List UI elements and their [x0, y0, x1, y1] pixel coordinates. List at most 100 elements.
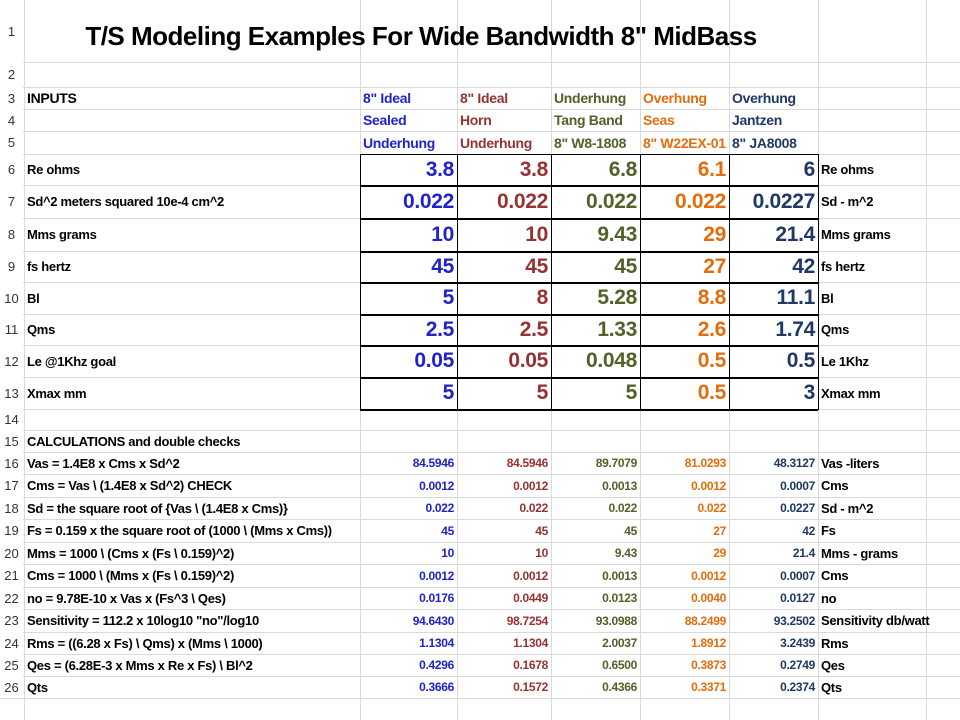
calc-value-cell[interactable]: 0.0012	[419, 568, 454, 583]
calc-value-cell[interactable]: 1.1304	[419, 636, 454, 650]
calc-value-cell[interactable]: 45	[624, 523, 637, 538]
calc-value-cell[interactable]: 0.0007	[780, 478, 815, 493]
calc-value-cell[interactable]: 0.0013	[602, 478, 637, 493]
input-value-cell[interactable]: 3.8	[519, 157, 549, 181]
calc-value-cell[interactable]: 0.0012	[419, 478, 454, 493]
input-value-cell[interactable]: 5	[536, 381, 549, 404]
calc-value-cell[interactable]: 0.0012	[513, 478, 548, 493]
calc-value-cell[interactable]: 0.0176	[419, 591, 454, 605]
input-value-cell[interactable]: 6.1	[697, 157, 727, 181]
input-value-cell[interactable]: 2.6	[697, 317, 727, 341]
calc-value-cell[interactable]: 0.4366	[602, 680, 637, 694]
calc-value-cell[interactable]: 0.0123	[602, 591, 637, 605]
calc-value-cell[interactable]: 0.022	[608, 501, 637, 515]
calc-value-cell[interactable]: 45	[535, 523, 548, 538]
input-value-cell[interactable]: 0.022	[496, 189, 548, 213]
calc-value-cell[interactable]: 0.1678	[513, 658, 548, 672]
calc-value-cell[interactable]: 45	[441, 523, 454, 538]
calc-value-cell[interactable]: 0.3371	[691, 680, 726, 694]
input-value-cell[interactable]: 45	[431, 254, 454, 278]
calc-value-cell[interactable]: 9.43	[614, 546, 637, 560]
input-value-cell[interactable]: 8	[536, 286, 549, 309]
input-value-cell[interactable]: 0.022	[674, 189, 726, 213]
input-value-cell[interactable]: 5	[442, 286, 455, 309]
calc-value-cell[interactable]: 0.1572	[513, 680, 548, 694]
calc-value-cell[interactable]: 84.5946	[506, 456, 549, 470]
input-value-cell[interactable]: 11.1	[776, 286, 815, 309]
calc-value-cell[interactable]: 0.4296	[419, 658, 454, 672]
input-value-cell[interactable]: 3	[803, 381, 816, 404]
calc-value-cell[interactable]: 0.0007	[780, 568, 815, 583]
input-value-cell[interactable]: 29	[703, 222, 726, 246]
input-value-cell[interactable]: 0.05	[508, 349, 548, 372]
calc-value-cell[interactable]: 84.5946	[412, 456, 455, 470]
input-value-cell[interactable]: 1.33	[597, 317, 637, 341]
input-value-cell[interactable]: 0.0227	[752, 189, 816, 213]
calc-value-cell[interactable]: 93.2502	[773, 613, 816, 628]
input-value-cell[interactable]: 42	[792, 254, 815, 278]
calc-value-cell[interactable]: 0.0012	[691, 478, 726, 493]
gridline-row	[0, 430, 960, 431]
calc-value-cell[interactable]: 0.0040	[691, 591, 726, 605]
calc-value-cell[interactable]: 93.0988	[595, 613, 638, 628]
unit-label: Fs	[821, 523, 836, 538]
calc-value-cell[interactable]: 0.0449	[513, 591, 548, 605]
input-value-cell[interactable]: 45	[614, 254, 637, 278]
input-value-cell[interactable]: 0.05	[414, 349, 454, 372]
calc-value-cell[interactable]: 2.0037	[602, 636, 637, 650]
calc-value-cell[interactable]: 98.7254	[506, 613, 549, 628]
calc-value-cell[interactable]: 0.0012	[691, 568, 726, 583]
input-value-cell[interactable]: 0.022	[585, 189, 637, 213]
input-value-cell[interactable]: 5	[625, 381, 638, 404]
input-value-cell[interactable]: 0.048	[585, 349, 637, 372]
calc-value-cell[interactable]: 42	[802, 523, 815, 538]
unit-label: Bl	[821, 290, 834, 306]
calc-value-cell[interactable]: 0.3873	[691, 658, 726, 672]
calc-value-cell[interactable]: 0.0127	[780, 591, 815, 605]
input-value-cell[interactable]: 45	[525, 254, 548, 278]
input-value-cell[interactable]: 10	[525, 222, 548, 246]
input-value-cell[interactable]: 0.5	[697, 381, 727, 404]
calc-value-cell[interactable]: 89.7079	[595, 456, 638, 470]
input-value-cell[interactable]: 8.8	[697, 286, 727, 309]
calc-value-cell[interactable]: 94.6430	[412, 613, 455, 628]
input-value-cell[interactable]: 2.5	[519, 317, 549, 341]
calc-value-cell[interactable]: 21.4	[792, 546, 815, 560]
input-value-cell[interactable]: 5	[442, 381, 455, 404]
input-value-cell[interactable]: 6	[803, 157, 816, 181]
calc-value-cell[interactable]: 0.0013	[602, 568, 637, 583]
calc-value-cell[interactable]: 10	[535, 546, 548, 560]
input-value-cell[interactable]: 27	[703, 254, 726, 278]
calc-value-cell[interactable]: 0.022	[697, 501, 726, 515]
calc-value-cell[interactable]: 10	[441, 546, 454, 560]
input-value-cell[interactable]: 6.8	[608, 157, 638, 181]
input-value-cell[interactable]: 5.28	[597, 286, 637, 309]
calc-value-cell[interactable]: 0.0227	[780, 501, 815, 515]
calc-value-cell[interactable]: 88.2499	[684, 613, 727, 628]
calc-value-cell[interactable]: 0.022	[519, 501, 548, 515]
input-value-cell[interactable]: 9.43	[597, 222, 637, 246]
calc-value-cell[interactable]: 0.2374	[780, 680, 815, 694]
calc-value-cell[interactable]: 29	[713, 546, 726, 560]
input-value-cell[interactable]: 10	[431, 222, 454, 246]
input-value-cell[interactable]: 0.5	[697, 349, 727, 372]
input-value-cell[interactable]: 0.022	[402, 189, 454, 213]
input-value-cell[interactable]: 0.5	[786, 349, 816, 372]
input-value-cell[interactable]: 21.4	[775, 222, 815, 246]
input-value-cell[interactable]: 2.5	[425, 317, 455, 341]
calc-value-cell[interactable]: 0.0012	[513, 568, 548, 583]
input-value-cell[interactable]: 3.8	[425, 157, 455, 181]
input-value-cell[interactable]: 1.74	[775, 317, 815, 341]
calc-value-cell[interactable]: 27	[713, 523, 726, 538]
calc-value-cell[interactable]: 81.0293	[684, 456, 727, 470]
calc-value-cell[interactable]: 48.3127	[773, 456, 816, 470]
calc-value-cell[interactable]: 0.3666	[419, 680, 454, 694]
calc-value-cell[interactable]: 1.8912	[691, 636, 726, 650]
calc-value-cell[interactable]: 3.2439	[780, 636, 815, 650]
calc-value-cell[interactable]: 0.2749	[780, 658, 815, 672]
calc-value-cell[interactable]: 0.6500	[602, 658, 637, 672]
row-number: 9	[0, 251, 23, 282]
input-row-border	[360, 218, 818, 220]
calc-value-cell[interactable]: 1.1304	[513, 636, 548, 650]
calc-value-cell[interactable]: 0.022	[425, 501, 454, 515]
